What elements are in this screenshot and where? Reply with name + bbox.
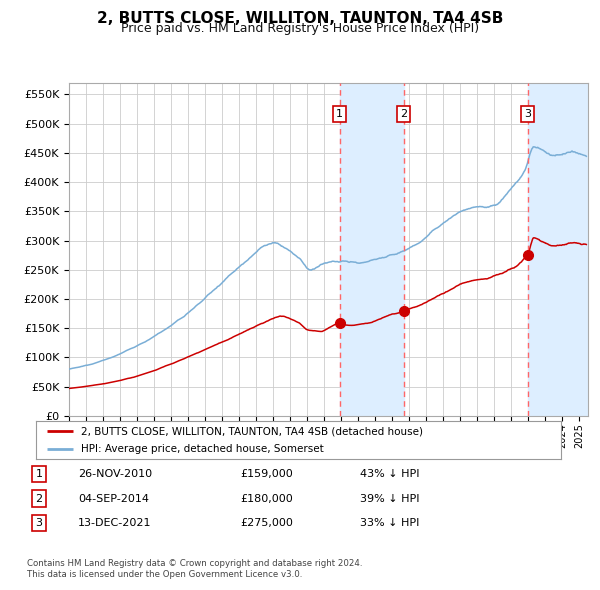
Text: 3: 3 bbox=[35, 519, 43, 528]
Text: 2: 2 bbox=[35, 494, 43, 503]
Bar bbox=[527, 83, 588, 416]
Text: 33% ↓ HPI: 33% ↓ HPI bbox=[360, 519, 419, 528]
Text: 2: 2 bbox=[400, 109, 407, 119]
Text: 1: 1 bbox=[35, 469, 43, 478]
Text: £180,000: £180,000 bbox=[240, 494, 293, 503]
Text: 13-DEC-2021: 13-DEC-2021 bbox=[78, 519, 151, 528]
Text: £275,000: £275,000 bbox=[240, 519, 293, 528]
Text: 04-SEP-2014: 04-SEP-2014 bbox=[78, 494, 149, 503]
Bar bbox=[340, 83, 404, 416]
Text: 26-NOV-2010: 26-NOV-2010 bbox=[78, 469, 152, 478]
Text: 2, BUTTS CLOSE, WILLITON, TAUNTON, TA4 4SB (detached house): 2, BUTTS CLOSE, WILLITON, TAUNTON, TA4 4… bbox=[80, 426, 422, 436]
Text: HPI: Average price, detached house, Somerset: HPI: Average price, detached house, Some… bbox=[80, 444, 323, 454]
Text: Price paid vs. HM Land Registry's House Price Index (HPI): Price paid vs. HM Land Registry's House … bbox=[121, 22, 479, 35]
Text: 43% ↓ HPI: 43% ↓ HPI bbox=[360, 469, 419, 478]
Text: 2, BUTTS CLOSE, WILLITON, TAUNTON, TA4 4SB: 2, BUTTS CLOSE, WILLITON, TAUNTON, TA4 4… bbox=[97, 11, 503, 25]
Text: This data is licensed under the Open Government Licence v3.0.: This data is licensed under the Open Gov… bbox=[27, 571, 302, 579]
Text: Contains HM Land Registry data © Crown copyright and database right 2024.: Contains HM Land Registry data © Crown c… bbox=[27, 559, 362, 568]
Text: 39% ↓ HPI: 39% ↓ HPI bbox=[360, 494, 419, 503]
Text: 1: 1 bbox=[336, 109, 343, 119]
Text: £159,000: £159,000 bbox=[240, 469, 293, 478]
Text: 3: 3 bbox=[524, 109, 531, 119]
